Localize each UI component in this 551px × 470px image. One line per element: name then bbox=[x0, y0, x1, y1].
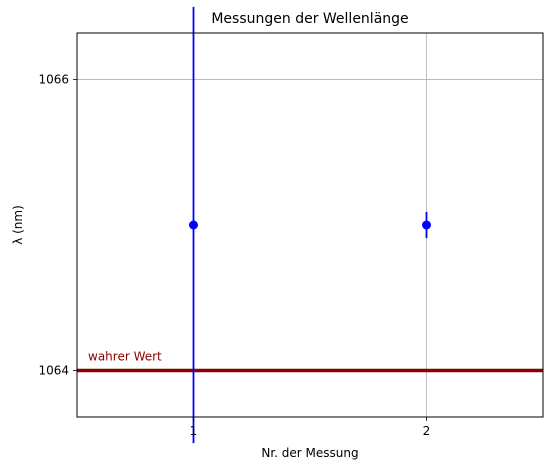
chart-title: Messungen der Wellenlänge bbox=[211, 11, 408, 27]
data-point bbox=[422, 221, 431, 230]
x-tick-label: 2 bbox=[423, 424, 431, 438]
y-tick-label: 1066 bbox=[38, 73, 69, 87]
x-axis-label: Nr. der Messung bbox=[261, 446, 358, 460]
reference-line-label: wahrer Wert bbox=[88, 349, 162, 363]
data-point bbox=[189, 221, 198, 230]
y-axis-label: λ (nm) bbox=[11, 205, 25, 245]
y-tick-label: 1064 bbox=[38, 363, 69, 377]
x-tick-label: 1 bbox=[190, 424, 198, 438]
